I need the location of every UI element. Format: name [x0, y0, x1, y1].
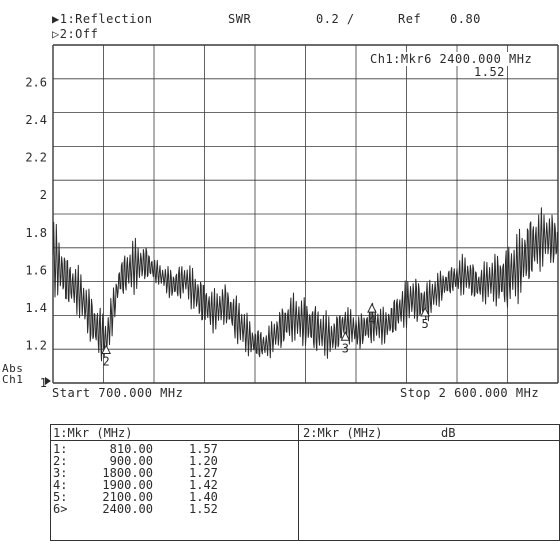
marker-row-value: 1.57 — [189, 442, 218, 456]
stop-frequency[interactable]: Stop 2 600.000 MHz — [400, 386, 540, 400]
marker-row-value: 1.20 — [189, 454, 218, 468]
marker-triangle — [420, 306, 430, 317]
marker-row-id: 6> — [53, 502, 68, 516]
marker-row-id: 2: — [53, 454, 68, 468]
marker-row-frequency: 900.00 — [109, 454, 153, 468]
y-tick-label: 2 — [40, 188, 47, 202]
format-label: SWR — [228, 12, 252, 26]
y-tick-label: 2.2 — [25, 151, 47, 165]
marker-row-value: 1.52 — [189, 502, 218, 516]
start-frequency[interactable]: Start 700.000 MHz — [52, 386, 184, 400]
y-tick-label: 1.4 — [25, 301, 47, 315]
reference-arrow-icon — [45, 377, 51, 385]
active-marker-value: 1.52 — [474, 65, 505, 79]
marker-row-value: 1.40 — [189, 490, 218, 504]
marker-group: 2 3 4 5 — [45, 303, 430, 385]
marker-label: 3 — [342, 341, 349, 355]
ref-label: Ref — [398, 12, 422, 26]
channel-indicator: Ch1 — [2, 373, 24, 386]
marker-row-id: 4: — [53, 478, 68, 492]
y-tick-label: 2.6 — [25, 76, 47, 90]
marker-label: 4 — [368, 313, 375, 327]
scale-label: 0.2 / — [316, 12, 355, 26]
table-header-divider — [51, 440, 559, 441]
abs-label: Abs — [2, 362, 24, 375]
marker-triangle — [340, 331, 351, 341]
table-divider — [298, 425, 299, 540]
y-tick-label: 1.6 — [25, 263, 47, 277]
marker-label: 2 — [103, 354, 110, 368]
marker-row-id: 5: — [53, 490, 68, 504]
marker-row-frequency: 1900.00 — [102, 478, 153, 492]
marker-triangle — [367, 303, 377, 313]
ref-value: 0.80 — [450, 12, 481, 26]
marker-triangle — [101, 344, 111, 354]
active-marker-label: Ch1:Mkr6 2400.000 MHz — [370, 52, 533, 66]
y-tick-labels: 2.6 2.4 2.2 2 1.8 1.6 1.4 1.2 1 — [25, 76, 47, 390]
ch2-marker-header: 2:Mkr (MHz) — [303, 426, 383, 440]
y-tick-label: 1.8 — [25, 226, 47, 240]
marker-row-id: 1: — [53, 442, 68, 456]
marker-label: 5 — [421, 317, 428, 331]
y-tick-label: 1.2 — [25, 338, 47, 352]
channel2-label[interactable]: ▷2:Off — [52, 27, 99, 41]
y-tick-label: 1 — [40, 376, 47, 390]
marker-row-value: 1.27 — [189, 466, 218, 480]
marker-row-id: 3: — [53, 466, 68, 480]
ch1-marker-header: 1:Mkr (MHz) — [53, 426, 133, 440]
marker-row-frequency: 2400.00 — [102, 502, 153, 516]
marker-table: 1:Mkr (MHz) 2:Mkr (MHz) dB 1: 810.00 1.57 2… — [50, 424, 560, 541]
ch2-unit: dB — [441, 426, 456, 440]
channel1-label[interactable]: ▶1:Reflection — [52, 12, 153, 26]
marker-row-frequency: 1800.00 — [102, 466, 153, 480]
marker-row-value: 1.42 — [189, 478, 218, 492]
marker-row-frequency: 2100.00 — [102, 490, 153, 504]
y-tick-label: 2.4 — [25, 113, 47, 127]
plot-grid — [52, 44, 559, 384]
swr-trace — [52, 207, 558, 362]
marker-row-frequency: 810.00 — [109, 442, 153, 456]
